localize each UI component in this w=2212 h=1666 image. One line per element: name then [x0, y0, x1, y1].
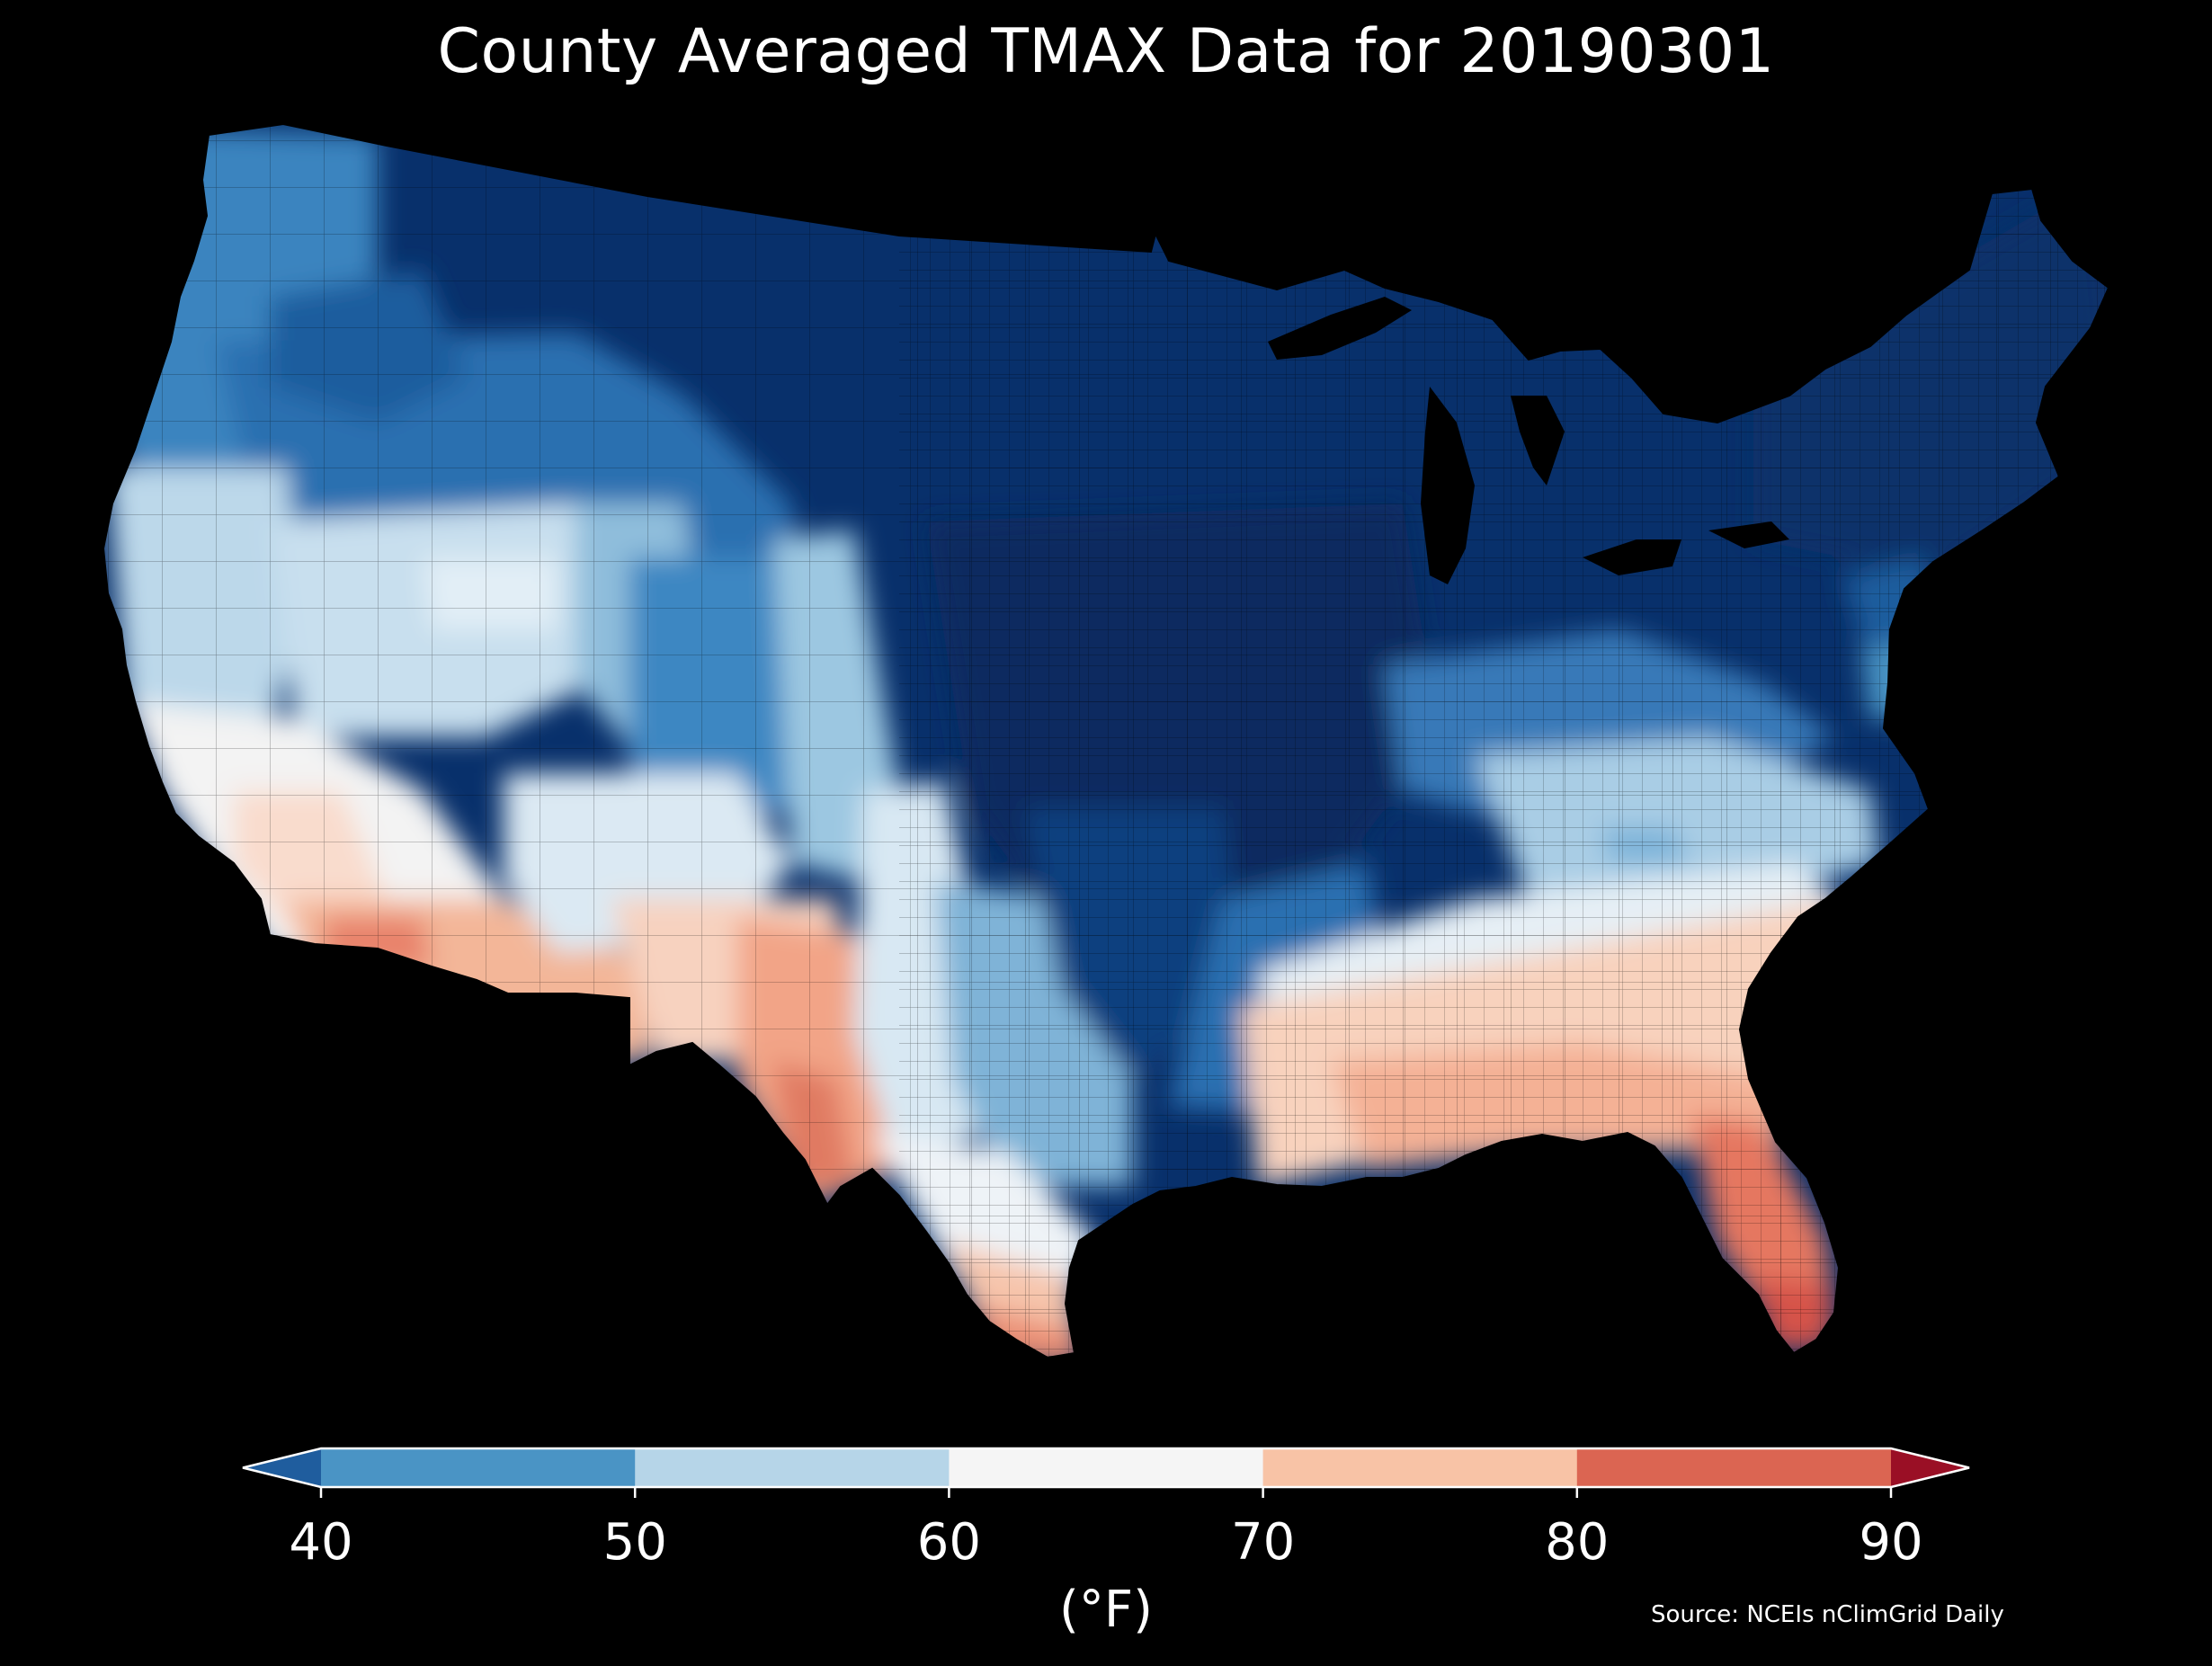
colorbar-tick-label: 40 — [289, 1513, 352, 1572]
colorbar-bin — [321, 1448, 636, 1487]
source-note: Source: NCEIs nClimGrid Daily — [1651, 1601, 2004, 1628]
colorbar-tick-label: 60 — [917, 1513, 981, 1572]
colorbar-bin — [1576, 1448, 1892, 1487]
colorbar-tick-label: 90 — [1859, 1513, 1922, 1572]
colorbar-extend-low — [243, 1448, 321, 1487]
colorbar-extend-high — [1891, 1448, 1969, 1487]
map-title: County Averaged TMAX Data for 20190301 — [437, 16, 1775, 87]
colorbar-unit-label: (°F) — [1059, 1581, 1153, 1639]
colorbar-bin — [635, 1448, 950, 1487]
colorbar-bin — [949, 1448, 1264, 1487]
colorbar-tick-label: 70 — [1231, 1513, 1295, 1572]
great-lakes — [1268, 297, 1789, 584]
colorbar-bin — [1262, 1448, 1578, 1487]
colorbar-tick-label: 80 — [1545, 1513, 1609, 1572]
colorbar-tick-label: 50 — [603, 1513, 667, 1572]
